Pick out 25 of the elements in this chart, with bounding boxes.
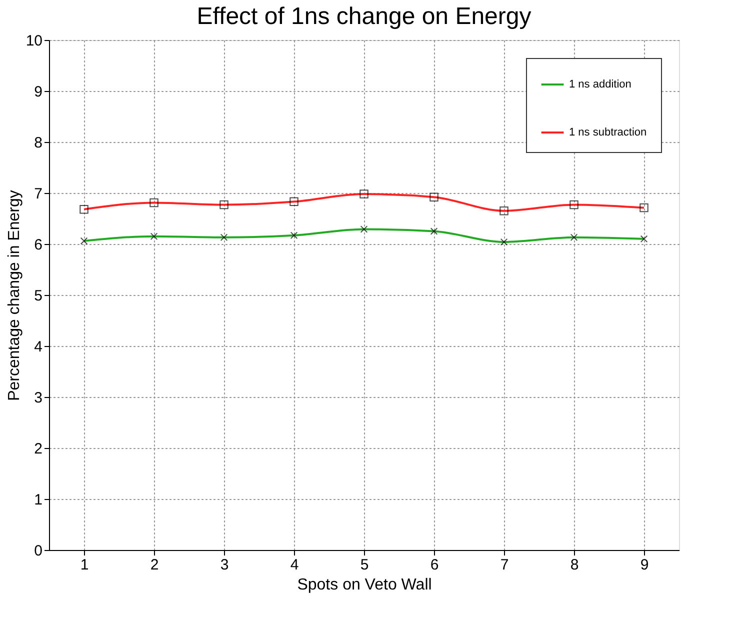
y-tick-label: 5 — [34, 288, 42, 304]
x-tick-label: 2 — [150, 556, 159, 574]
x-tick-label: 6 — [430, 556, 439, 574]
y-tick-label: 6 — [34, 236, 42, 254]
x-tick-label: 9 — [640, 556, 649, 574]
y-tick-label: 3 — [34, 390, 42, 406]
x-tick-label: 1 — [80, 556, 89, 574]
x-tick-label: 4 — [290, 556, 299, 574]
y-tick-label: 2 — [34, 440, 42, 458]
y-tick-label: 8 — [34, 134, 42, 152]
x-tick-label: 7 — [500, 556, 509, 574]
x-tick-label: 3 — [220, 556, 229, 574]
y-tick-label: 10 — [26, 32, 42, 50]
y-tick-label: 0 — [34, 542, 42, 560]
legend-label: 1 ns subtraction — [569, 126, 647, 138]
y-tick-label: 9 — [34, 84, 42, 100]
y-tick-label: 1 — [34, 492, 42, 508]
x-tick-label: 8 — [570, 556, 579, 574]
y-tick-label: 4 — [34, 338, 42, 356]
chart-title: Effect of 1ns change on Energy — [196, 3, 532, 30]
x-tick-label: 5 — [360, 556, 369, 574]
x-axis-title: Spots on Veto Wall — [297, 576, 432, 594]
legend-label: 1 ns addition — [569, 78, 632, 90]
y-tick-label: 7 — [34, 186, 42, 202]
y-axis-title: Percentage change in Energy — [6, 190, 23, 401]
